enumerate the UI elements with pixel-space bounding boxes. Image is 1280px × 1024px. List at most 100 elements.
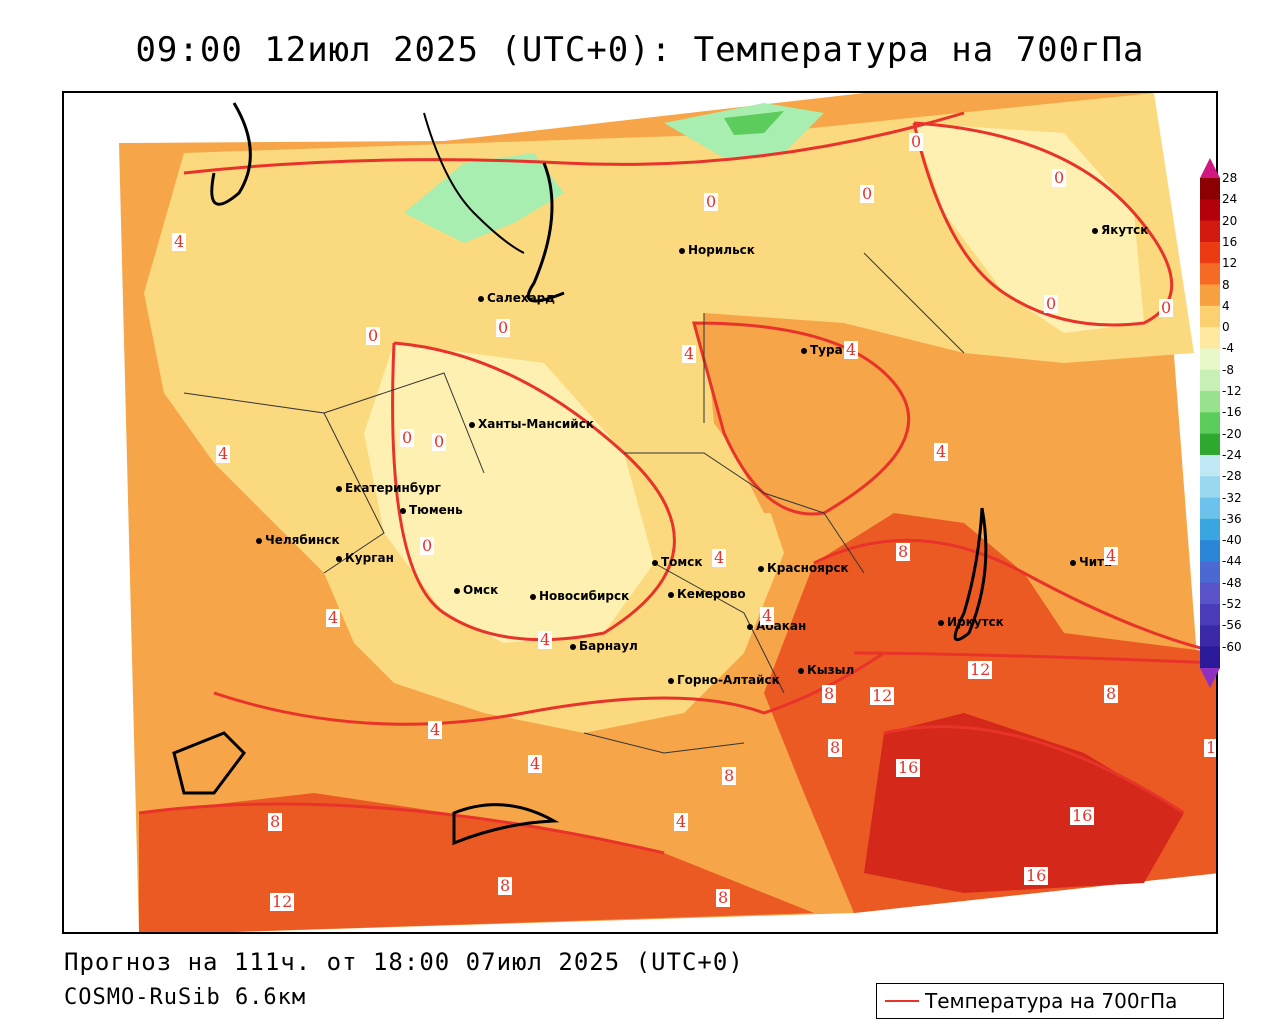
map-title: 09:00 12июл 2025 (UTC+0): Температура на… bbox=[135, 30, 1145, 70]
city-label: Омск bbox=[454, 583, 498, 597]
colorbar-tick-label: 28 bbox=[1222, 171, 1238, 185]
colorbar-tick-label: -8 bbox=[1222, 362, 1234, 377]
legend-label: Температура на 700гПа bbox=[925, 989, 1178, 1013]
colorbar-tick-label: -48 bbox=[1222, 575, 1242, 590]
colorbar-tick-label: 8 bbox=[1222, 277, 1230, 292]
city-label: Горно-Алтайск bbox=[668, 673, 780, 687]
colorbar-swatch bbox=[1200, 582, 1220, 605]
colorbar-swatch bbox=[1200, 327, 1220, 349]
city-dot-icon bbox=[938, 619, 944, 626]
temperature-field bbox=[119, 93, 1216, 932]
contour-label: 8 bbox=[896, 542, 911, 561]
colorbar-swatch bbox=[1200, 412, 1220, 435]
contour-label: 0 bbox=[909, 132, 924, 151]
contour-label: 4 bbox=[844, 340, 859, 359]
colorbar-swatch bbox=[1200, 369, 1220, 392]
contour-label: 12 bbox=[270, 892, 295, 911]
forecast-info: Прогноз на 111ч. от 18:00 07июл 2025 (UT… bbox=[64, 948, 744, 976]
city-dot-icon bbox=[801, 347, 807, 354]
city-dot-icon bbox=[478, 295, 484, 302]
contour-label: 4 bbox=[760, 606, 775, 625]
city-dot-icon bbox=[668, 591, 674, 598]
contour-label: 4 bbox=[428, 720, 443, 739]
colorbar-swatch bbox=[1200, 561, 1220, 584]
colorbar-tick-label: -36 bbox=[1222, 511, 1242, 526]
colorbar-tick-label: -40 bbox=[1222, 533, 1242, 548]
contour-label: 4 bbox=[934, 442, 949, 461]
contour-label: 1 bbox=[1204, 738, 1217, 757]
contour-label: 4 bbox=[538, 630, 553, 649]
colorbar-tick-label: -60 bbox=[1222, 639, 1242, 654]
colorbar-tick-label: -52 bbox=[1222, 597, 1242, 612]
legend: Температура на 700гПа bbox=[876, 983, 1224, 1019]
city-dot-icon bbox=[758, 565, 764, 572]
contour-label: 16 bbox=[896, 758, 921, 777]
colorbar-tick-label: -44 bbox=[1222, 554, 1242, 569]
city-dot-icon bbox=[454, 587, 460, 594]
contour-label: 8 bbox=[716, 888, 731, 907]
city-label: Тура bbox=[801, 343, 843, 357]
map-area[interactable]: Норильск Якутск Салехард Тура Ханты-Манс… bbox=[62, 91, 1218, 934]
city-dot-icon bbox=[679, 247, 685, 254]
colorbar-top-arrow-icon bbox=[1200, 158, 1220, 178]
city-dot-icon bbox=[668, 677, 674, 684]
contour-label: 8 bbox=[268, 812, 283, 831]
contour-label: 0 bbox=[420, 536, 435, 555]
city-dot-icon bbox=[1092, 227, 1098, 234]
colorbar-swatch bbox=[1200, 178, 1220, 200]
city-dot-icon bbox=[530, 593, 536, 600]
contour-label: 4 bbox=[682, 344, 697, 363]
city-label: Кызыл bbox=[798, 663, 854, 677]
colorbar-swatch bbox=[1200, 348, 1220, 371]
city-label: Новосибирск bbox=[530, 589, 629, 603]
colorbar-swatch bbox=[1200, 284, 1220, 307]
contour-label: 0 bbox=[496, 318, 511, 337]
contour-label: 4 bbox=[528, 754, 543, 773]
city-dot-icon bbox=[469, 421, 475, 428]
city-label: Челябинск bbox=[256, 533, 340, 547]
colorbar-swatch bbox=[1200, 241, 1220, 264]
colorbar-tick-label: -4 bbox=[1222, 341, 1234, 356]
city-label: Кемерово bbox=[668, 587, 746, 601]
contour-label: 0 bbox=[704, 192, 719, 211]
contour-label: 12 bbox=[870, 686, 895, 705]
colorbar-swatch bbox=[1200, 604, 1220, 626]
colorbar-swatch bbox=[1200, 497, 1220, 520]
colorbar-tick-label: -56 bbox=[1222, 618, 1242, 633]
contour-label: 0 bbox=[860, 184, 875, 203]
contour-label: 0 bbox=[1052, 168, 1067, 187]
colorbar-bottom-arrow-icon bbox=[1200, 668, 1220, 688]
colorbar-tick-label: -32 bbox=[1222, 490, 1242, 505]
contour-label: 0 bbox=[366, 326, 381, 345]
colorbar-swatch bbox=[1200, 454, 1220, 477]
contour-label: 8 bbox=[1104, 684, 1119, 703]
contour-label: 4 bbox=[674, 812, 689, 831]
contour-label: 8 bbox=[828, 738, 843, 757]
colorbar-tick-label: -12 bbox=[1222, 384, 1242, 399]
contour-label: 4 bbox=[216, 444, 231, 463]
city-label: Екатеринбург bbox=[336, 481, 441, 495]
contour-label: 8 bbox=[498, 876, 513, 895]
city-dot-icon bbox=[652, 559, 658, 566]
contour-label: 8 bbox=[822, 684, 837, 703]
contour-label: 0 bbox=[400, 428, 415, 447]
city-dot-icon bbox=[336, 555, 342, 562]
contour-label: 4 bbox=[712, 548, 727, 567]
colorbar-swatch bbox=[1200, 625, 1220, 648]
contour-label: 4 bbox=[1104, 546, 1119, 565]
contour-label: 16 bbox=[1070, 806, 1095, 825]
city-label: Тюмень bbox=[400, 503, 463, 517]
colorbar-tick-label: 4 bbox=[1222, 298, 1230, 313]
colorbar-tick-label: 16 bbox=[1222, 234, 1238, 249]
contour-label: 12 bbox=[968, 660, 993, 679]
city-dot-icon bbox=[336, 485, 342, 492]
contour-label: 0 bbox=[1044, 294, 1059, 313]
city-label: Салехард bbox=[478, 291, 555, 305]
contour-label: 4 bbox=[326, 608, 341, 627]
colorbar-tick-label: 20 bbox=[1222, 213, 1238, 228]
city-label: Красноярск bbox=[758, 561, 849, 575]
colorbar-swatch bbox=[1200, 263, 1220, 286]
model-info: COSMO-RuSib 6.6км bbox=[64, 985, 307, 1010]
city-dot-icon bbox=[1070, 559, 1076, 566]
city-label: Томск bbox=[652, 555, 703, 569]
